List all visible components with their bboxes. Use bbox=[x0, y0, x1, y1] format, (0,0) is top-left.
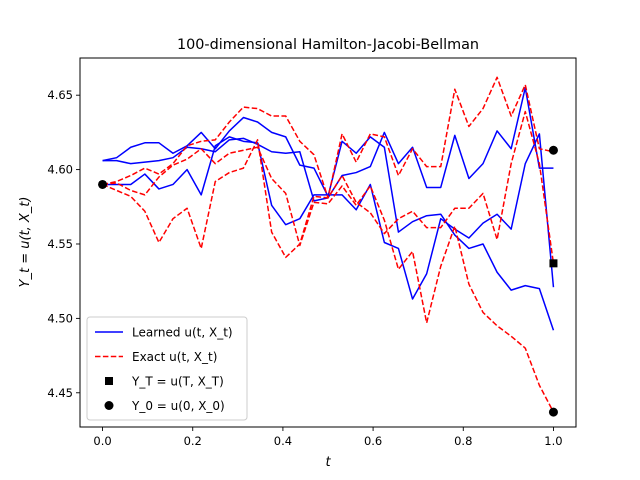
x-axis: 0.0 0.2 0.4 0.6 0.8 1.0 bbox=[93, 427, 563, 448]
y-axis: 4.45 4.50 4.55 4.60 4.65 bbox=[47, 88, 80, 400]
series-layer bbox=[102, 76, 555, 413]
exact-series-line-6 bbox=[102, 110, 555, 264]
x-axis-label: t bbox=[325, 455, 331, 470]
legend-swatch bbox=[104, 401, 114, 410]
legend-entry: Y_0 = u(0, X_0) bbox=[104, 399, 225, 413]
exact-series-line-5 bbox=[102, 146, 555, 413]
exact-series-line-4 bbox=[102, 76, 554, 199]
y-axis-label: Y_t = u(t, X_t) bbox=[18, 197, 33, 288]
x-tick-label: 1.0 bbox=[544, 434, 562, 448]
y-tick-label: 4.50 bbox=[47, 311, 73, 325]
legend-entry: Exact u(t, X_t) bbox=[95, 350, 217, 364]
legend-label: Exact u(t, X_t) bbox=[132, 350, 217, 364]
x-tick-label: 0.4 bbox=[274, 434, 292, 448]
x-tick-label: 0.6 bbox=[364, 434, 382, 448]
y-tick-label: 4.45 bbox=[47, 386, 73, 400]
legend: Learned u(t, X_t) Exact u(t, X_t) Y_T = u(… bbox=[86, 316, 248, 421]
legend-box bbox=[86, 316, 248, 421]
legend-label: Y_0 = u(0, X_0) bbox=[131, 399, 225, 413]
initial-circle-marker-1 bbox=[98, 179, 108, 189]
plot-frame bbox=[79, 57, 577, 428]
y-tick-label: 4.65 bbox=[47, 88, 73, 102]
learned-series-line-1 bbox=[102, 87, 554, 202]
learned-series-line-3 bbox=[102, 133, 555, 300]
legend-entry: Y_T = u(T, X_T) bbox=[105, 375, 224, 389]
x-tick-label: 0.0 bbox=[93, 434, 111, 448]
y-tick-label: 4.60 bbox=[47, 163, 73, 177]
x-tick-label: 0.8 bbox=[454, 434, 472, 448]
x-tick-label: 0.2 bbox=[184, 434, 202, 448]
legend-entry: Learned u(t, X_t) bbox=[95, 326, 233, 340]
legend-label: Y_T = u(T, X_T) bbox=[131, 375, 224, 389]
legend-label: Learned u(t, X_t) bbox=[132, 326, 233, 340]
chart-title: 100-dimensional Hamilton-Jacobi-Bellman bbox=[177, 37, 479, 53]
marker-layer bbox=[98, 145, 558, 417]
initial-circle-marker-3 bbox=[548, 407, 558, 417]
initial-circle-marker-2 bbox=[548, 145, 558, 155]
legend-swatch bbox=[105, 377, 113, 385]
terminal-square-marker bbox=[549, 259, 558, 268]
y-tick-label: 4.55 bbox=[47, 237, 73, 251]
